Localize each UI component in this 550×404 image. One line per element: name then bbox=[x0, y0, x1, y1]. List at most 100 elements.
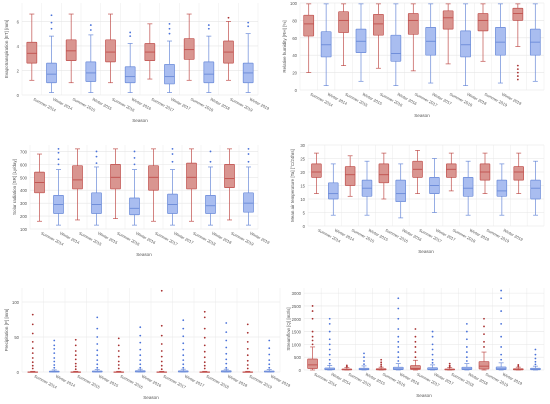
outlier-point bbox=[345, 364, 348, 367]
outlier-point bbox=[139, 359, 142, 361]
box-iqr bbox=[495, 27, 506, 56]
outlier-point bbox=[414, 356, 417, 359]
outlier-point bbox=[500, 346, 503, 348]
outlier-point bbox=[483, 346, 485, 348]
outlier-point bbox=[203, 316, 206, 319]
outlier-point bbox=[182, 348, 185, 351]
outlier-point bbox=[96, 359, 99, 361]
box-winter bbox=[496, 163, 508, 216]
outlier-point bbox=[209, 150, 212, 153]
box-summer bbox=[478, 317, 490, 371]
chart-panel-streamflow: 0 500 1000 1500 2000 2500 3000 Streamflow [Q] [… bbox=[286, 288, 545, 398]
outlier-point bbox=[246, 348, 249, 350]
outlier-point bbox=[133, 163, 136, 166]
box-winter bbox=[129, 150, 140, 226]
outlier-point bbox=[207, 27, 210, 30]
outlier-point bbox=[534, 357, 537, 360]
y-tick-label: 4 bbox=[17, 44, 20, 49]
box-winter bbox=[395, 163, 406, 219]
outlier-point bbox=[431, 335, 434, 338]
box-winter bbox=[85, 24, 97, 93]
box-winter bbox=[328, 163, 339, 216]
x-axis-label: Season bbox=[414, 113, 430, 118]
y-tick-label: 200 bbox=[20, 214, 28, 219]
y-tick-label: 2000 bbox=[292, 317, 302, 322]
outlier-point bbox=[328, 348, 331, 351]
outlier-point bbox=[53, 352, 56, 354]
outlier-point bbox=[534, 360, 537, 363]
outlier-point bbox=[328, 362, 331, 365]
box-iqr bbox=[110, 164, 121, 190]
box-winter bbox=[390, 3, 402, 87]
box-winter bbox=[46, 14, 57, 93]
box-summer bbox=[341, 364, 353, 371]
outlier-point bbox=[203, 361, 206, 364]
box-iqr bbox=[395, 179, 406, 203]
box-winter bbox=[91, 150, 102, 226]
box-winter bbox=[530, 348, 541, 371]
outlier-point bbox=[89, 24, 92, 26]
outlier-point bbox=[500, 353, 503, 356]
box-iqr bbox=[183, 38, 195, 60]
outlier-point bbox=[397, 307, 400, 310]
outlier-point bbox=[225, 366, 228, 369]
y-tick-label: 500 bbox=[294, 355, 302, 360]
outlier-point bbox=[246, 341, 249, 343]
outlier-point bbox=[182, 363, 185, 366]
y-tick-label: 1000 bbox=[292, 342, 302, 347]
outlier-point bbox=[268, 366, 271, 369]
outlier-point bbox=[182, 359, 185, 361]
outlier-point bbox=[431, 330, 434, 333]
outlier-point bbox=[139, 334, 142, 337]
outlier-point bbox=[203, 356, 206, 359]
outlier-point bbox=[96, 349, 99, 352]
y-tick-label: 0 bbox=[299, 368, 302, 373]
outlier-point bbox=[448, 362, 451, 365]
outlier-point bbox=[268, 353, 271, 356]
outlier-point bbox=[95, 150, 98, 153]
box-summer bbox=[311, 152, 322, 194]
box-summer bbox=[65, 13, 77, 84]
outlier-point bbox=[53, 357, 56, 359]
outlier-point bbox=[203, 350, 206, 353]
box-winter bbox=[361, 160, 373, 216]
box-iqr bbox=[186, 162, 197, 190]
outlier-point bbox=[160, 355, 163, 358]
box-winter bbox=[425, 3, 437, 84]
outlier-point bbox=[74, 338, 77, 341]
box-winter bbox=[220, 322, 232, 373]
outlier-point bbox=[328, 330, 331, 333]
outlier-point bbox=[203, 344, 206, 347]
outlier-point bbox=[328, 358, 331, 361]
outlier-point bbox=[397, 297, 400, 300]
box-iqr bbox=[478, 361, 490, 370]
outlier-point bbox=[182, 342, 185, 345]
outlier-point bbox=[328, 343, 331, 346]
outlier-point bbox=[203, 367, 206, 370]
box-summer bbox=[199, 310, 211, 373]
outlier-point bbox=[171, 153, 174, 155]
outlier-point bbox=[465, 338, 468, 341]
box-winter bbox=[529, 3, 541, 82]
box-summer bbox=[344, 155, 356, 197]
box-summer bbox=[148, 148, 159, 222]
box-summer bbox=[442, 3, 454, 65]
outlier-point bbox=[96, 327, 99, 330]
box-summer bbox=[444, 362, 456, 371]
outlier-point bbox=[160, 324, 163, 327]
y-tick-label: 600 bbox=[20, 162, 28, 167]
box-summer bbox=[26, 13, 38, 81]
box-summer bbox=[224, 148, 235, 221]
outlier-point bbox=[139, 366, 142, 369]
outlier-point bbox=[500, 358, 503, 361]
y-tick-label: 0 bbox=[303, 224, 306, 229]
outlier-point bbox=[500, 322, 503, 325]
box-winter bbox=[324, 317, 336, 371]
box-iqr bbox=[512, 7, 524, 21]
outlier-point bbox=[117, 337, 120, 340]
box-winter bbox=[460, 3, 471, 87]
box-winter bbox=[134, 326, 146, 373]
box-iqr bbox=[307, 358, 318, 369]
x-tick-label: Winter 2014 bbox=[55, 373, 77, 388]
